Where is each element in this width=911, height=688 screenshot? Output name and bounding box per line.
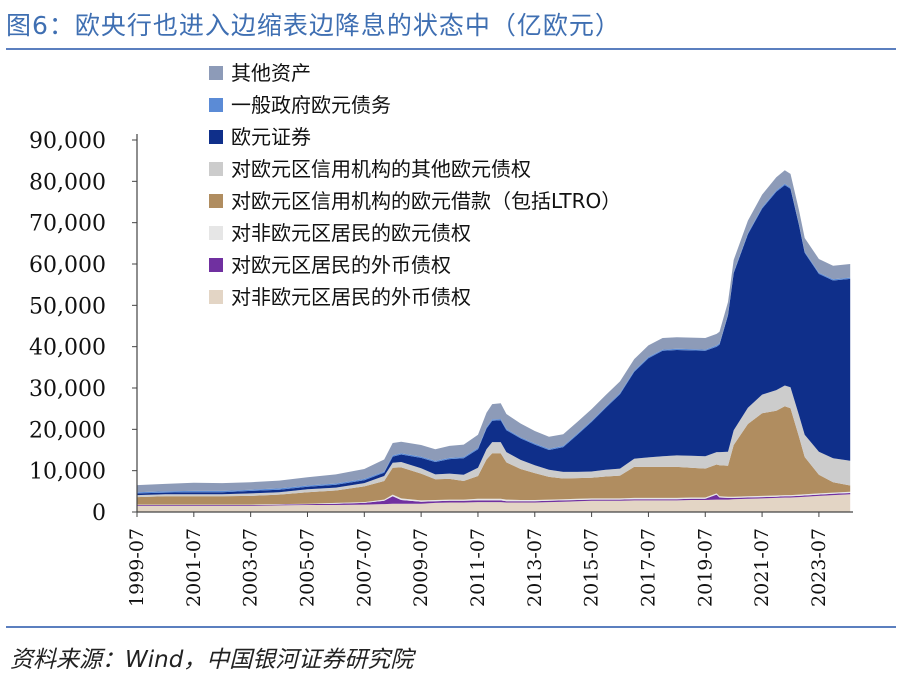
x-tick-label: 2005-07 [296, 528, 318, 607]
area-series-group [137, 170, 851, 512]
y-tick-label: 80,000 [29, 170, 106, 195]
y-tick-label: 90,000 [29, 129, 106, 154]
y-tick-label: 70,000 [29, 212, 106, 237]
source-note: 资料来源：Wind，中国银河证券研究院 [10, 647, 414, 673]
x-tick-label: 2013-07 [524, 528, 546, 607]
x-tick-label: 2007-07 [353, 528, 375, 607]
y-tick-label: 0 [92, 501, 106, 526]
legend-swatch [209, 162, 223, 176]
x-tick-label: 2023-07 [808, 528, 830, 607]
x-tick-label: 2009-07 [410, 528, 432, 607]
legend-label: 一般政府欧元债务 [231, 93, 391, 117]
legend-label: 欧元证券 [231, 125, 311, 149]
x-tick-label: 2001-07 [183, 528, 205, 607]
legend-swatch [209, 290, 223, 304]
x-tick-label: 2017-07 [637, 528, 659, 607]
legend-label: 对非欧元区居民的外币债权 [231, 285, 471, 309]
area-series-4 [137, 385, 851, 498]
legend-swatch [209, 258, 223, 272]
y-tick-label: 50,000 [29, 294, 106, 319]
area-series-1 [137, 493, 851, 506]
legend: 其他资产一般政府欧元债务欧元证券对欧元区信用机构的其他欧元债权对欧元区信用机构的… [209, 61, 621, 309]
footer-divider [6, 626, 896, 628]
legend-swatch [209, 66, 223, 80]
x-tick-label: 2003-07 [240, 528, 262, 607]
y-tick-label: 10,000 [29, 460, 106, 485]
legend-label: 对非欧元区居民的欧元债权 [231, 221, 471, 245]
x-tick-label: 2011-07 [467, 528, 489, 607]
page-title: 图6：欧央行也进入边缩表边降息的状态中（亿欧元） [6, 11, 621, 40]
x-tick-label: 2019-07 [694, 528, 716, 607]
legend-swatch [209, 194, 223, 208]
legend-swatch [209, 98, 223, 112]
y-tick-label: 60,000 [29, 253, 106, 278]
legend-label: 对欧元区居民的外币债权 [231, 253, 451, 277]
y-tick-label: 40,000 [29, 336, 106, 361]
area-series-3 [137, 406, 851, 505]
legend-label: 对欧元区信用机构的欧元借款（包括LTRO） [231, 189, 621, 213]
area-series-0 [137, 494, 851, 512]
x-tick-label: 2015-07 [581, 528, 603, 607]
x-tick-label: 1999-07 [126, 528, 148, 607]
axes-group: 0 10,000 20,000 30,000 40,000 50,000 60,000 70,… [29, 129, 853, 607]
y-tick-label: 30,000 [29, 377, 106, 402]
legend-label: 其他资产 [231, 61, 311, 85]
legend-swatch [209, 130, 223, 144]
title-divider [6, 48, 896, 50]
area-series-5 [137, 185, 851, 496]
legend-swatch [209, 226, 223, 240]
legend-label: 对欧元区信用机构的其他欧元债权 [231, 157, 531, 181]
y-tick-label: 20,000 [29, 418, 106, 443]
x-tick-label: 2021-07 [751, 528, 773, 607]
